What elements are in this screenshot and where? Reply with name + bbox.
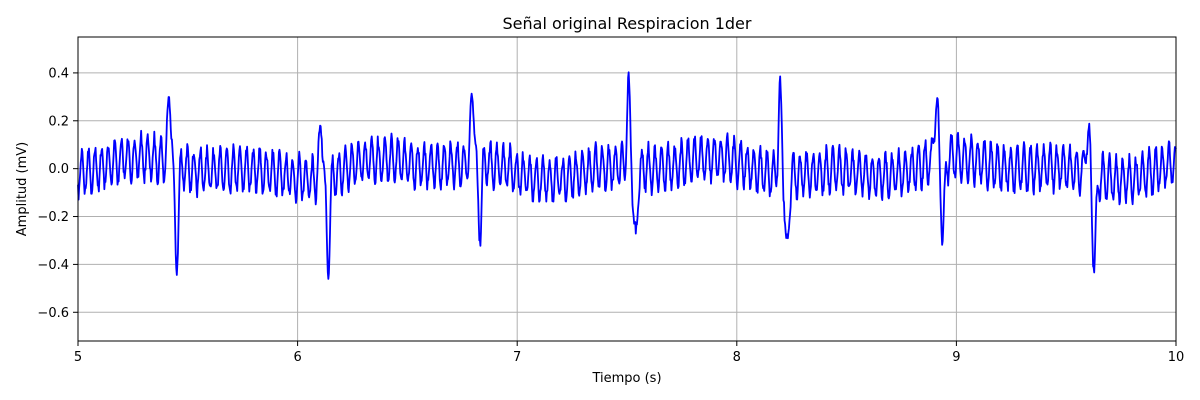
x-tick-label: 8 (733, 350, 741, 365)
x-axis: 5 6 7 8 9 10 (74, 341, 1184, 365)
x-tick-label: 7 (513, 350, 521, 365)
y-tick-label: −0.4 (37, 258, 69, 273)
y-tick-label: 0.4 (48, 66, 69, 81)
plot-frame (77, 36, 1177, 342)
x-tick-label: 5 (74, 350, 82, 365)
y-axis: −0.6 −0.4 −0.2 0.0 0.2 0.4 (37, 66, 78, 321)
x-tick-label: 10 (1168, 350, 1185, 365)
x-axis-label: Tiempo (s) (591, 371, 661, 386)
y-tick-label: −0.6 (37, 306, 69, 321)
y-tick-label: −0.2 (37, 210, 69, 225)
series-line (77, 71, 1177, 280)
x-tick-label: 9 (952, 350, 960, 365)
y-axis-label: Amplitud (mV) (15, 142, 30, 236)
x-tick-label: 6 (293, 350, 301, 365)
y-tick-label: 0.0 (48, 162, 69, 177)
chart-title: Señal original Respiracion 1der (503, 14, 752, 33)
y-tick-label: 0.2 (48, 114, 69, 129)
